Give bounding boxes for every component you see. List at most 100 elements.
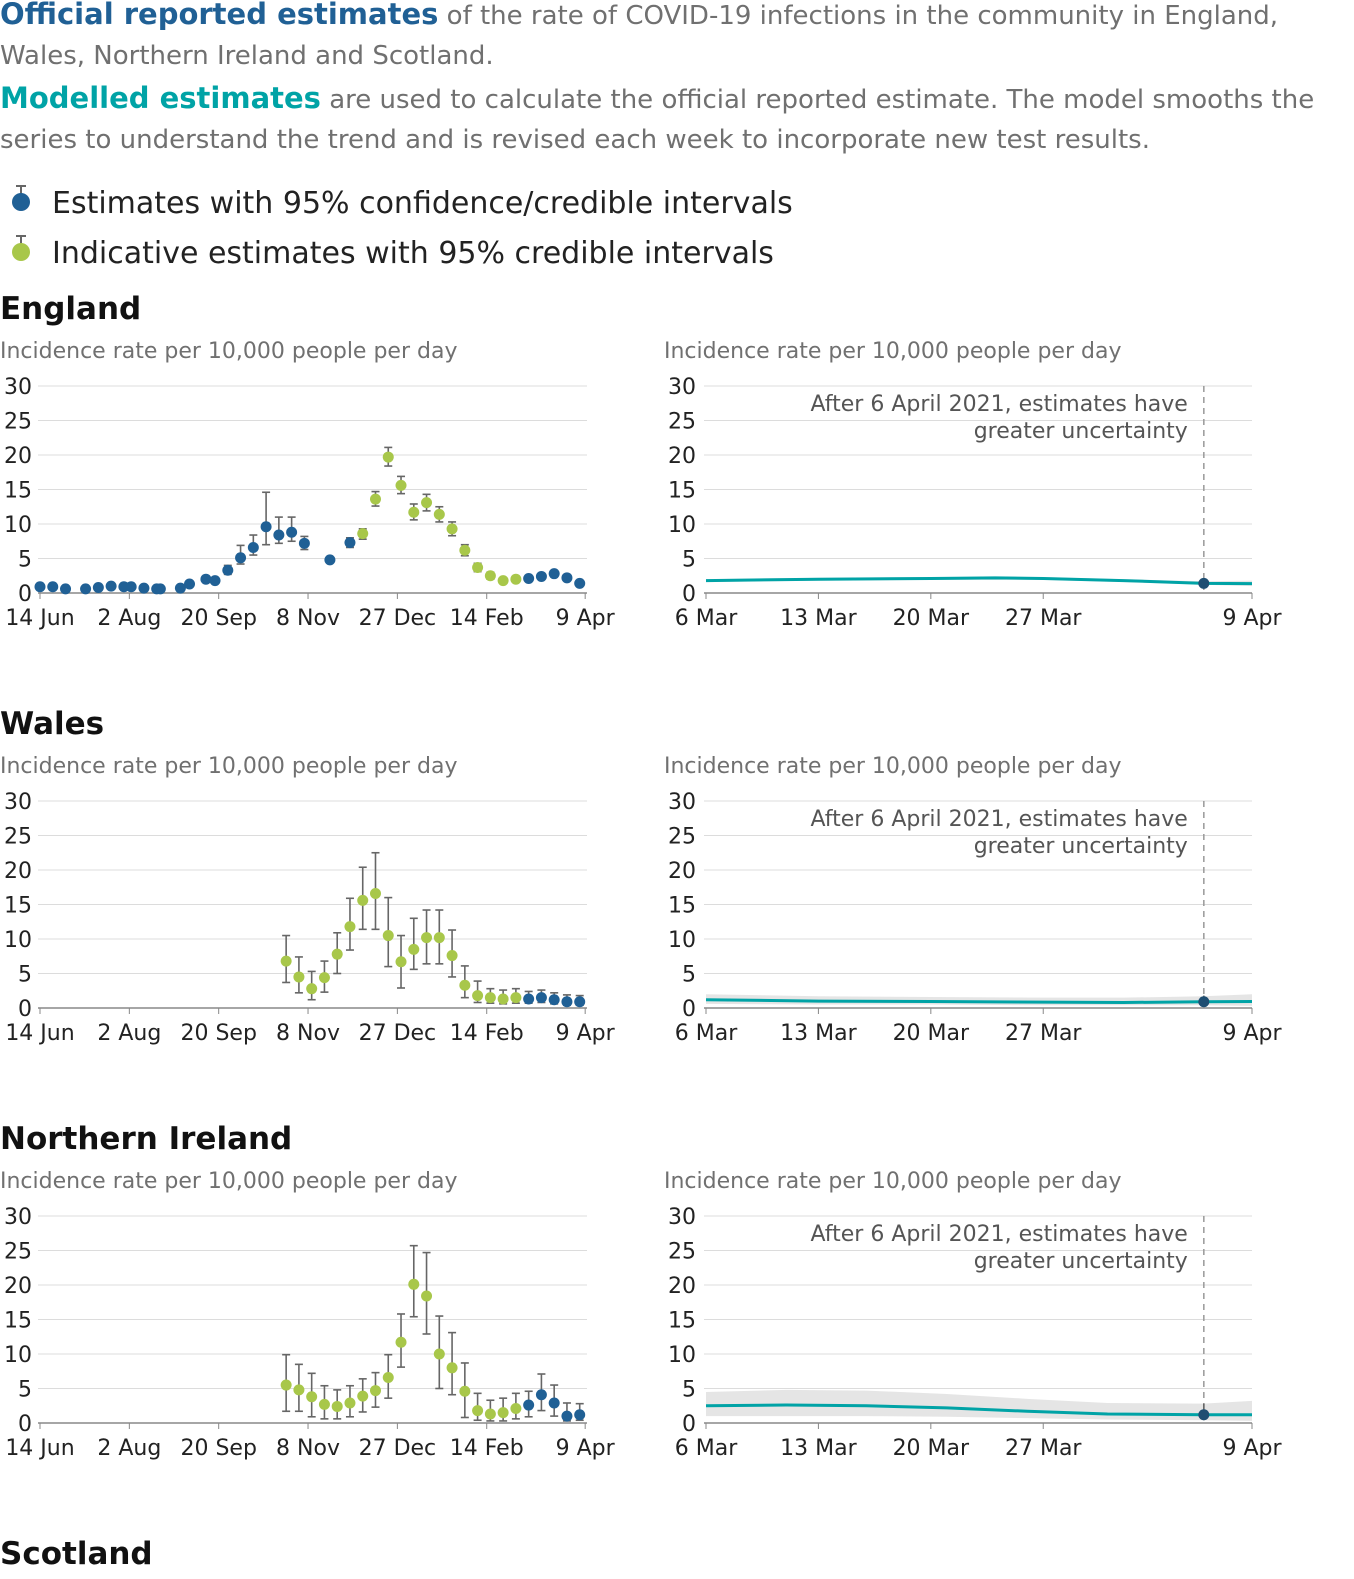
official-point	[523, 573, 535, 585]
x-tick-label: 14 Feb	[450, 1021, 524, 1046]
y-tick-label: 5	[682, 963, 696, 988]
indicative-point	[433, 508, 445, 520]
indicative-point	[446, 950, 458, 962]
modelled-estimates-highlight: Modelled estimates	[0, 81, 321, 115]
official-point	[574, 577, 586, 589]
y-tick-label: 30	[668, 375, 696, 400]
x-tick-label: 20 Mar	[893, 1436, 970, 1461]
x-tick-label: 14 Jun	[5, 1436, 74, 1461]
y-axis-title: Incidence rate per 10,000 people per day	[0, 754, 457, 779]
legend-official-label: Estimates with 95% confidence/credible i…	[52, 186, 793, 221]
x-tick-label: 8 Nov	[276, 1021, 340, 1046]
y-tick-label: 10	[4, 513, 32, 538]
x-tick-label: 14 Feb	[450, 606, 524, 631]
x-tick-label: 9 Apr	[1222, 606, 1282, 631]
y-tick-label: 0	[18, 1412, 32, 1437]
indicative-point	[331, 1400, 343, 1412]
official-point	[222, 564, 234, 576]
indicative-point	[433, 932, 445, 944]
official-point	[60, 583, 72, 595]
indicative-point	[318, 972, 330, 984]
indicative-point	[293, 1384, 305, 1396]
y-tick-label: 0	[682, 997, 696, 1022]
intro-text-1: of the rate of COVID-19 infections in th…	[0, 1, 1279, 71]
official-marker-icon	[12, 185, 30, 211]
official-point	[574, 996, 586, 1008]
indicative-point	[357, 1390, 369, 1402]
y-tick-label: 15	[4, 1309, 32, 1334]
indicative-point	[357, 528, 369, 540]
official-point	[535, 570, 547, 582]
official-point	[523, 993, 535, 1005]
indicative-point	[408, 943, 420, 955]
y-tick-label: 10	[4, 1343, 32, 1368]
indicative-point	[382, 1371, 394, 1383]
x-tick-label: 27 Dec	[359, 1021, 437, 1046]
y-tick-label: 15	[4, 479, 32, 504]
official-point	[184, 578, 196, 590]
x-tick-label: 14 Feb	[450, 1436, 524, 1461]
x-tick-label: 8 Nov	[276, 1436, 340, 1461]
annotation-line-1: After 6 April 2021, estimates have	[811, 807, 1188, 832]
ni-recent-chart: Incidence rate per 10,000 people per day…	[664, 1157, 1304, 1481]
x-tick-label: 14 Jun	[5, 1021, 74, 1046]
official-point	[34, 581, 46, 593]
indicative-point	[446, 523, 458, 535]
y-axis-title: Incidence rate per 10,000 people per day	[0, 339, 457, 364]
x-tick-label: 6 Mar	[675, 606, 738, 631]
indicative-point	[395, 1336, 407, 1348]
legend-indicative-label: Indicative estimates with 95% credible i…	[52, 236, 774, 271]
indicative-point	[497, 993, 509, 1005]
y-tick-label: 30	[4, 375, 32, 400]
x-tick-label: 27 Dec	[359, 1436, 437, 1461]
latest-estimate-point	[1198, 577, 1210, 589]
x-tick-label: 27 Mar	[1005, 1436, 1082, 1461]
indicative-point	[344, 921, 356, 933]
indicative-point	[318, 1398, 330, 1410]
indicative-point	[306, 983, 318, 995]
official-point	[235, 552, 247, 564]
indicative-point	[395, 479, 407, 491]
intro-paragraph-1: Official reported estimates of the rate …	[0, 0, 1354, 76]
y-tick-label: 25	[4, 410, 32, 435]
x-tick-label: 20 Mar	[893, 1021, 970, 1046]
wales-long-chart: Incidence rate per 10,000 people per day…	[0, 742, 640, 1066]
indicative-point	[421, 1290, 433, 1302]
indicative-point	[484, 570, 496, 582]
indicative-point	[510, 1403, 522, 1415]
official-point	[548, 994, 560, 1006]
x-tick-label: 9 Apr	[556, 1436, 616, 1461]
intro-paragraph-2: Modelled estimates are used to calculate…	[0, 78, 1354, 160]
section-title: Scotland	[0, 1536, 153, 1572]
y-tick-label: 15	[668, 894, 696, 919]
official-point	[548, 1397, 560, 1409]
indicative-point	[369, 887, 381, 899]
x-tick-label: 20 Sep	[180, 1436, 256, 1461]
x-tick-label: 9 Apr	[556, 1021, 616, 1046]
y-tick-label: 20	[668, 859, 696, 884]
official-point	[273, 529, 285, 541]
section-title: England	[0, 291, 142, 327]
indicative-marker-icon	[12, 235, 30, 261]
y-tick-label: 0	[682, 1412, 696, 1437]
indicative-point	[344, 1397, 356, 1409]
y-tick-label: 25	[4, 825, 32, 850]
x-tick-label: 13 Mar	[780, 1436, 857, 1461]
indicative-point	[446, 1362, 458, 1374]
y-tick-label: 20	[668, 1274, 696, 1299]
y-tick-label: 20	[4, 1274, 32, 1299]
latest-estimate-point	[1198, 996, 1210, 1008]
official-point	[535, 992, 547, 1004]
x-tick-label: 6 Mar	[675, 1021, 738, 1046]
y-tick-label: 5	[18, 963, 32, 988]
indicative-point	[382, 930, 394, 942]
indicative-point	[421, 497, 433, 509]
x-tick-label: 2 Aug	[97, 606, 161, 631]
indicative-point	[472, 561, 484, 573]
official-point	[260, 521, 272, 533]
annotation-line-2: greater uncertainty	[974, 419, 1188, 444]
indicative-point	[280, 1379, 292, 1391]
x-tick-label: 6 Mar	[675, 1436, 738, 1461]
indicative-point	[408, 506, 420, 518]
indicative-point	[484, 1408, 496, 1420]
